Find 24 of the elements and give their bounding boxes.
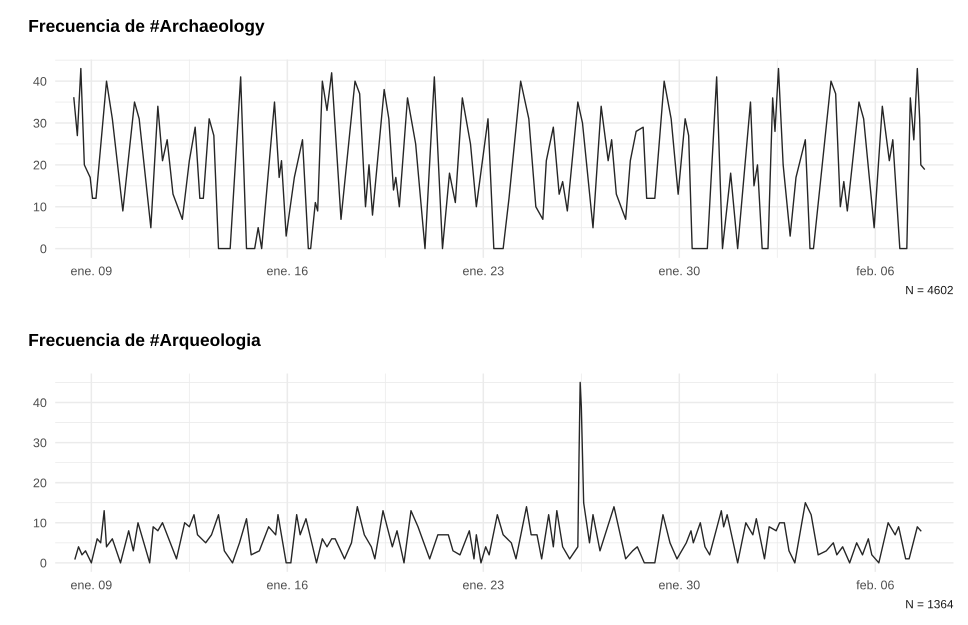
y-tick-label: 20 xyxy=(34,160,46,170)
x-tick-label: feb. 06 xyxy=(856,266,894,276)
y-tick-label: 0 xyxy=(40,244,46,254)
chart-title: Frecuencia de #Arqueologia xyxy=(29,333,261,350)
y-tick-label: 30 xyxy=(33,118,46,128)
x-tick-label: ene. 23 xyxy=(463,266,504,276)
x-tick-label: ene. 16 xyxy=(267,580,308,590)
x-tick-label: ene. 23 xyxy=(463,580,504,590)
y-tick-label: 0 xyxy=(40,558,46,568)
y-tick-label: 20 xyxy=(34,478,46,488)
x-tick-label: ene. 30 xyxy=(659,266,700,276)
text: N = 1364 xyxy=(906,600,954,608)
y-tick-label: 10 xyxy=(34,202,46,212)
y-tick-label: 30 xyxy=(33,438,46,448)
y-tick-label: 40 xyxy=(33,398,46,408)
x-tick-label: ene. 09 xyxy=(71,266,112,276)
y-tick-label: 40 xyxy=(33,76,46,86)
x-tick-label: ene. 09 xyxy=(71,580,112,590)
x-tick-label: ene. 16 xyxy=(267,266,308,276)
x-tick-label: feb. 06 xyxy=(856,580,894,590)
x-tick-label: ene. 30 xyxy=(659,580,700,590)
y-tick-label: 10 xyxy=(34,518,46,528)
chart-title: Frecuencia de #Archaeology xyxy=(29,19,265,36)
text: N = 4602 xyxy=(906,286,953,294)
